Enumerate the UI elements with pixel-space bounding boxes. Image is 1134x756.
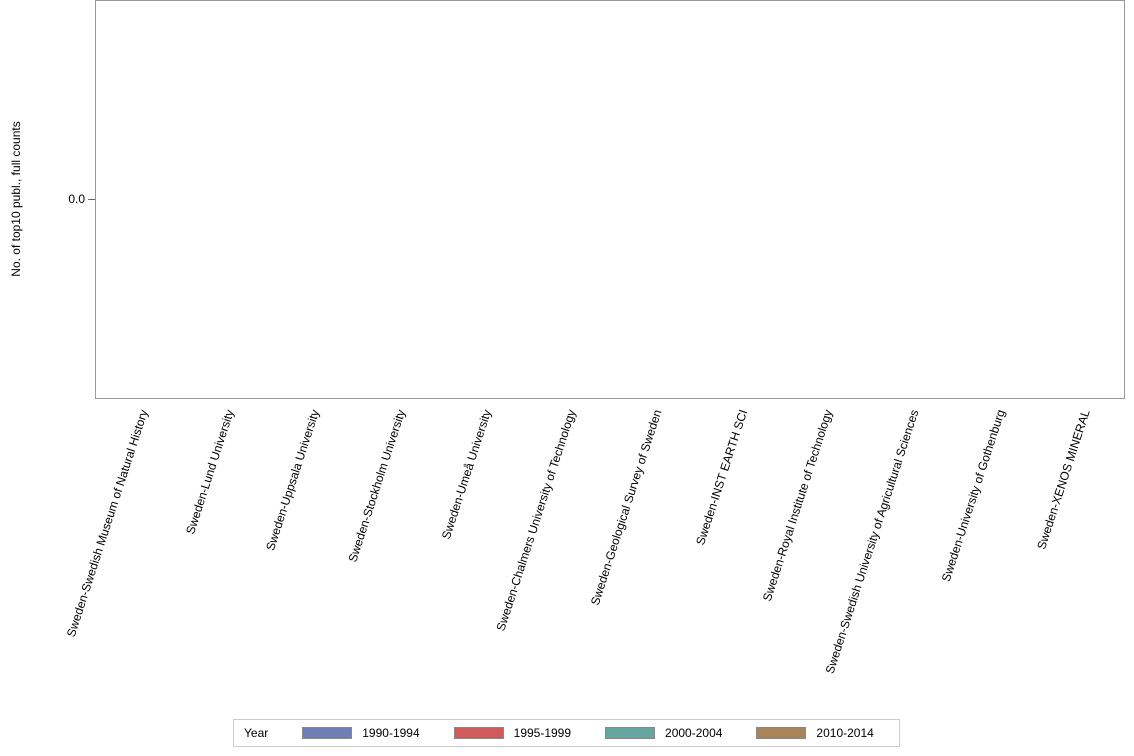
legend-item-2010-2014: 2010-2014 [756, 726, 874, 740]
legend-label: 2010-2014 [816, 726, 874, 740]
legend-title: Year [244, 726, 269, 740]
legend-swatch [605, 727, 656, 739]
y-tick-label: 0.0 [68, 192, 85, 206]
x-label: Sweden-Geological Survey of Sweden [587, 407, 665, 607]
x-label: Sweden-Lund University [182, 407, 237, 536]
x-label: Sweden-Stockholm University [345, 407, 408, 564]
y-axis-tick [88, 199, 95, 200]
x-label: Sweden-Uppsala University [263, 407, 323, 553]
x-label: Sweden-Royal Institute of Technology [760, 407, 836, 603]
legend: Year 1990-1994 1995-1999 2000-2004 2010-… [233, 719, 900, 747]
x-label: Sweden-XENOS MINERAL [1034, 407, 1093, 552]
x-label: Sweden-Chalmers University of Technology [493, 407, 579, 633]
legend-swatch [756, 727, 807, 739]
legend-item-1995-1999: 1995-1999 [453, 726, 572, 740]
legend-item-1990-1994: 1990-1994 [302, 726, 420, 740]
legend-label: 2000-2004 [665, 726, 723, 740]
x-label: Sweden-Umeå University [438, 407, 494, 541]
x-label: Sweden-Swedish Museum of Natural History [63, 407, 151, 639]
x-label: Sweden-INST EARTH SCI [692, 407, 750, 547]
y-axis-label: No. of top10 publ., full counts [9, 121, 23, 277]
plot-area [95, 0, 1125, 399]
legend-item-2000-2004: 2000-2004 [605, 726, 722, 740]
legend-label: 1995-1999 [513, 726, 572, 740]
x-label: Sweden-Swedish University of Agricultura… [822, 407, 922, 676]
legend-swatch [302, 727, 353, 739]
x-label: Sweden-University of Gothenburg [938, 407, 1008, 584]
legend-swatch [453, 727, 504, 739]
legend-label: 1990-1994 [362, 726, 420, 740]
